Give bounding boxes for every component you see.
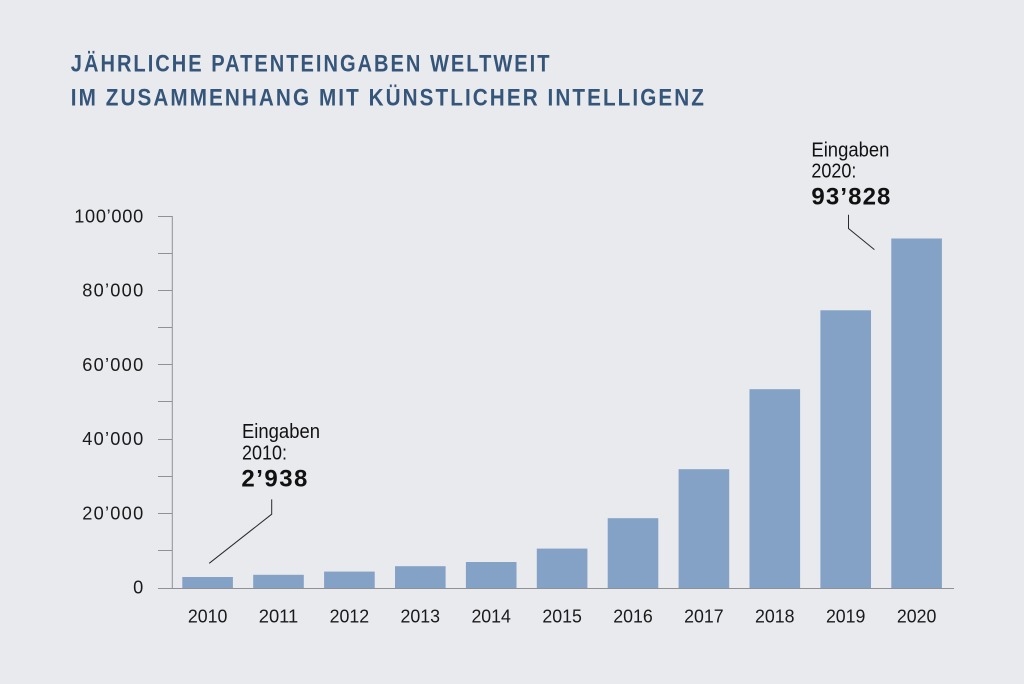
svg-text:80’000: 80’000 (82, 281, 143, 301)
svg-text:93’828: 93’828 (811, 184, 890, 211)
svg-text:Eingaben: Eingaben (242, 421, 320, 443)
svg-text:0: 0 (133, 578, 143, 598)
svg-text:2017: 2017 (684, 607, 724, 627)
svg-text:40’000: 40’000 (82, 429, 143, 449)
svg-text:60’000: 60’000 (82, 355, 143, 375)
svg-text:2010:: 2010: (242, 442, 287, 464)
svg-text:2019: 2019 (826, 607, 866, 627)
svg-text:2’938: 2’938 (241, 465, 307, 492)
svg-text:2012: 2012 (330, 607, 370, 627)
svg-text:2020: 2020 (897, 607, 937, 627)
svg-text:2018: 2018 (755, 607, 795, 627)
svg-text:100’000: 100’000 (74, 206, 143, 226)
svg-text:2010: 2010 (188, 607, 228, 627)
svg-text:2013: 2013 (401, 607, 441, 627)
svg-text:2011: 2011 (259, 607, 299, 627)
svg-text:IM ZUSAMMENHANG MIT KÜNSTLICHE: IM ZUSAMMENHANG MIT KÜNSTLICHER INTELLIG… (71, 85, 706, 112)
svg-text:Eingaben: Eingaben (811, 140, 889, 162)
svg-text:2014: 2014 (471, 607, 511, 627)
svg-text:2016: 2016 (613, 607, 653, 627)
svg-text:JÄHRLICHE PATENTEINGABEN WELTW: JÄHRLICHE PATENTEINGABEN WELTWEIT (71, 50, 552, 77)
svg-text:20’000: 20’000 (82, 503, 143, 523)
svg-text:2015: 2015 (542, 607, 582, 627)
svg-text:2020:: 2020: (811, 161, 856, 183)
